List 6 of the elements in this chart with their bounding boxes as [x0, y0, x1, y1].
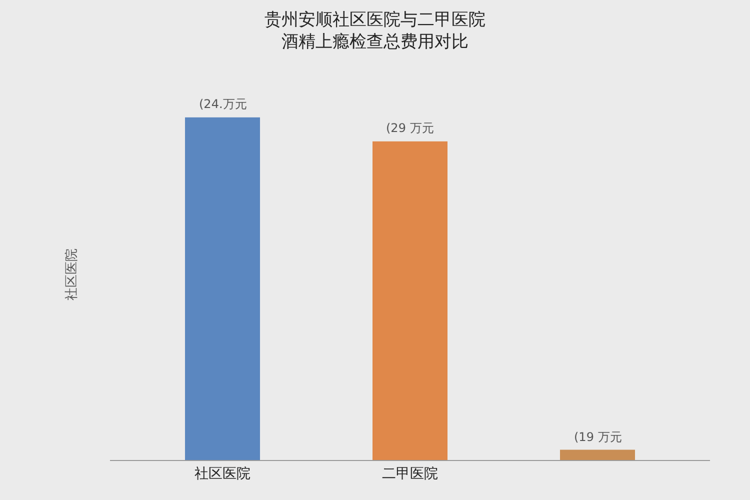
- y-axis-title: 社区医院: [64, 248, 80, 300]
- annotation: (19 万元: [574, 430, 622, 444]
- chart-title: 贵州安顺社区医院与二甲医院酒精上瘾检查总费用对比: [264, 10, 486, 52]
- text: (24.万元: [199, 97, 247, 111]
- annotation: (29 万元: [386, 121, 434, 135]
- x-tick-label: 二甲医院: [382, 466, 438, 482]
